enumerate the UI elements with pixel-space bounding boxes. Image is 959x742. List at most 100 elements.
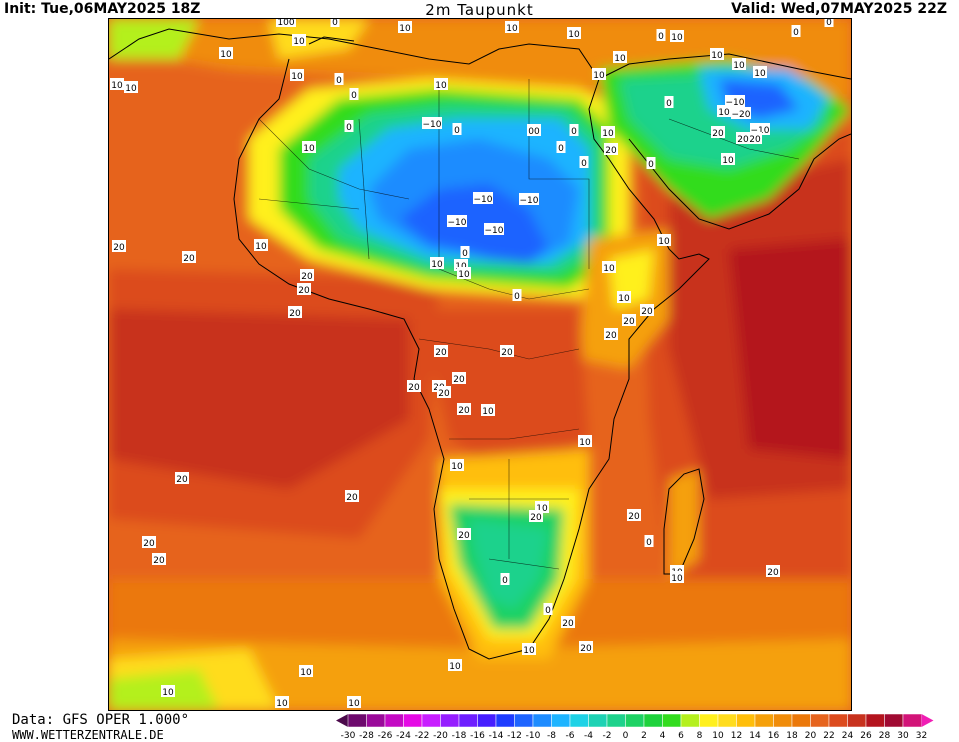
contour-value-label: 0 [454,126,460,136]
contour-value-label: 0 [826,19,832,28]
contour-value-label: 20 [605,146,617,156]
contour-value-label: 20 [641,307,653,317]
legend-arrow-right [921,714,934,727]
data-source-label: Data: GFS OPER 1.000° [12,712,190,728]
legend-tick-label: 12 [731,731,742,741]
contour-label-box [556,141,566,153]
contour-label-box [579,641,593,653]
contour-label-box [110,78,124,90]
contour-value-label: 0 [502,576,508,586]
contour-label-box [422,117,442,129]
legend-tick-label: -8 [547,731,556,741]
contour-label-box [334,73,344,85]
legend-tick-label: 32 [916,731,927,741]
legend-color-box [495,713,515,728]
contour-value-label: 10 [618,294,630,304]
contour-value-label: 20 [408,383,420,393]
contour-value-label: 10 [303,144,315,154]
contour-label-box [657,234,671,246]
contour-label-box [430,257,444,269]
contour-label-box [481,404,495,416]
legend-tick-label: 16 [768,731,780,741]
legend-color-box [366,713,386,728]
contour-label-box [434,78,448,90]
legend-color-box [551,713,571,728]
legend-color-box [884,713,904,728]
contour-value-label: −10 [423,120,442,130]
contour-label-box [345,490,359,502]
legend-tick-label: -16 [470,731,485,741]
contour-value-label: 20 [176,475,188,485]
contour-label-box [721,153,735,165]
contour-label-box [578,435,592,447]
contour-value-label: 10 [593,71,605,81]
legend-tick-label: 26 [860,731,872,741]
legend-color-box [699,713,719,728]
contour-label-box [604,143,618,155]
contour-label-box [142,536,156,548]
legend-color-box [625,713,645,728]
contour-label-box [161,685,175,697]
legend-tick-label: 4 [660,731,666,741]
contour-value-label: 10 [579,438,591,448]
contour-label-box [112,240,126,252]
contour-label-box [717,105,731,117]
borders [258,79,800,570]
contour-label-box [349,88,359,100]
valid-time-label: Valid: Wed,07MAY2025 22Z [731,1,947,17]
legend-tick-label: 22 [823,731,834,741]
contour-label-box [527,124,541,136]
legend-tick-label: -6 [566,731,575,741]
contour-value-label: 10 [506,24,518,34]
contour-label-box [457,267,471,279]
contour-value-label: 20 [458,531,470,541]
legend-color-box [569,713,589,728]
contour-label-box [299,665,313,677]
contour-label-box [512,289,522,301]
contour-value-label: 0 [648,160,654,170]
contour-label-box [452,372,466,384]
contour-value-label: 10 [523,646,535,656]
field-layer [109,19,851,710]
contour-value-label: 20 [143,539,155,549]
contour-value-label: 20 [346,493,358,503]
contour-label-box [407,380,421,392]
dewpoint-map[interactable]: 100 10 10 10 10 10 10 10 10 10 0 0 0 0 10 10 10 10 10 0 10 0 1… [108,18,852,711]
contour-label-box [732,58,746,70]
contour-value-label: 20 [712,129,724,139]
contour-label-box [452,123,462,135]
contour-value-label: 20 [113,243,125,253]
contour-value-label: 0 [336,76,342,86]
contour-value-label: 20 [605,331,617,341]
contour-label-box [124,81,138,93]
contour-value-label: −10 [474,195,493,205]
contour-value-label: 20 [749,135,761,145]
contour-value-label: −10 [751,126,770,136]
contour-label-box [766,565,780,577]
legend-color-box [440,713,460,728]
contour-value-label: 10 [162,688,174,698]
legend-tick-label: 20 [805,731,817,741]
contour-value-label: 10 [602,129,614,139]
contour-label-box [175,472,189,484]
color-scale-legend: -30 -28 -26 -24 -22 -20 -18 -16 -14 -12 -10 -8 -6 -4-… [336,713,934,741]
contour-label-box [500,573,510,585]
contour-value-label: 10 [125,84,137,94]
contour-label-box [753,66,767,78]
contour-value-label: 20 [289,309,301,319]
contour-label-box [569,124,579,136]
contour-label-box [152,553,166,565]
contour-label-box [484,223,504,235]
contour-value-label: 100 [277,19,294,28]
contour-label-box [748,132,762,144]
contour-value-label: 10 [449,662,461,672]
contour-label-box [670,571,684,583]
contour-value-label: 10 [482,407,494,417]
contour-value-label: 10 [671,33,683,43]
contour-value-label: 20 [435,348,447,358]
contour-value-label: −20 [732,110,751,120]
contour-label-box [622,314,636,326]
legend-color-box [828,713,848,728]
contour-value-label: 10 [671,574,683,584]
